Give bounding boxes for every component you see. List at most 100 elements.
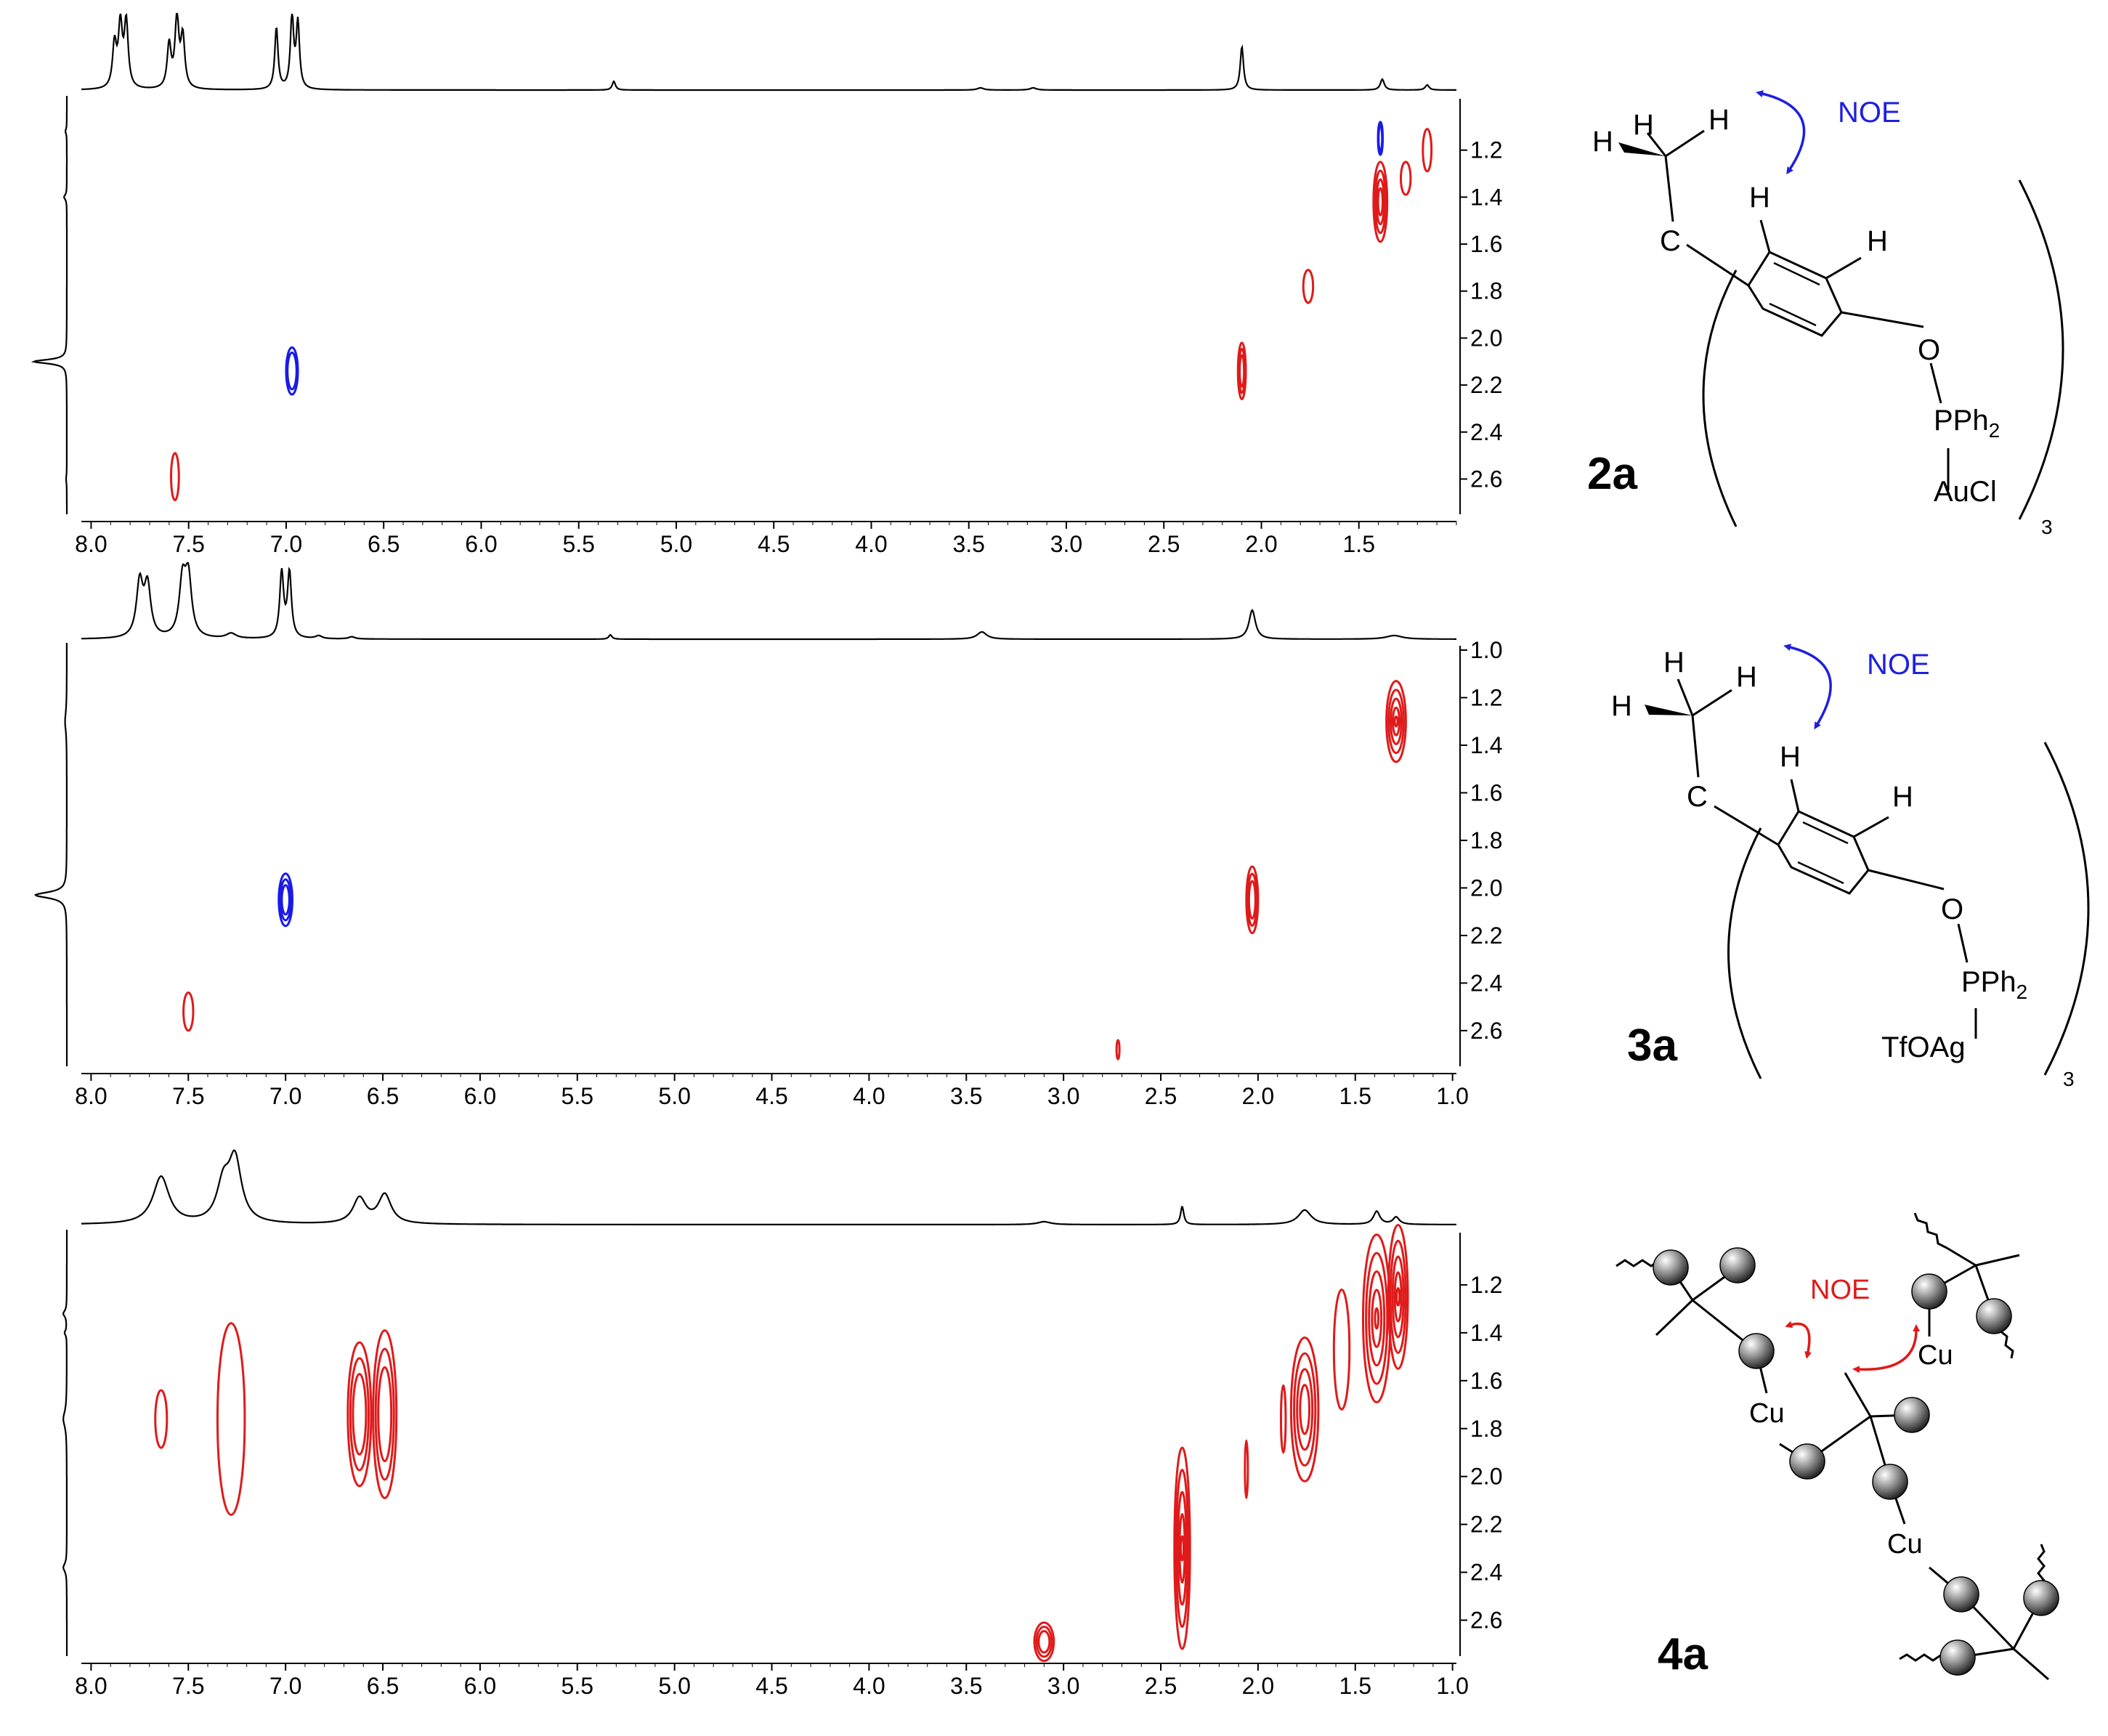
cross-peak (372, 1329, 398, 1499)
contour (1033, 1621, 1055, 1663)
cross-peak (1173, 1446, 1191, 1650)
contour (1332, 1289, 1351, 1411)
atom-h: H (1611, 690, 1632, 722)
y-tick-label: 2.4 (1470, 970, 1502, 996)
x-tick-label: 6.5 (367, 1083, 399, 1109)
y-tick-label: 1.6 (1470, 231, 1502, 257)
noe-label: NOE (1867, 649, 1930, 681)
atom-o: O (1918, 334, 1940, 366)
x-tick-label: 3.5 (950, 1083, 982, 1109)
x-tick-label: 1.5 (1343, 531, 1375, 557)
y-tick-label: 2.0 (1470, 1464, 1502, 1490)
atom-h: H (1749, 182, 1770, 214)
y-tick-label: 1.8 (1470, 1416, 1502, 1442)
cross-peak (182, 991, 195, 1032)
y-tick-label: 1.4 (1470, 732, 1502, 758)
phosphine-label: PPh2 (1934, 405, 2000, 442)
y-tick-label: 2.0 (1470, 875, 1502, 901)
x-tick-label: 6.5 (368, 531, 400, 557)
x-tick-label: 7.0 (270, 531, 302, 557)
contour (1037, 1629, 1051, 1654)
x-tick-label: 6.5 (367, 1673, 399, 1699)
atom-h: H (1663, 646, 1685, 678)
y-tick-label: 1.4 (1470, 184, 1502, 210)
x-tick-label: 2.0 (1245, 531, 1277, 557)
cross-peak (1387, 1224, 1409, 1370)
x-tick-label: 7.5 (172, 1673, 204, 1699)
contour (279, 878, 292, 922)
x-tick-label: 4.0 (855, 531, 887, 557)
cross-peak (277, 872, 294, 928)
cross-peak (1422, 128, 1433, 173)
contour (1377, 124, 1384, 153)
contour (1389, 1239, 1407, 1355)
x-tick-label: 5.0 (658, 1083, 690, 1109)
cross-peak (170, 452, 180, 502)
y-tick-label: 1.8 (1470, 827, 1502, 853)
x-tick-label: 3.0 (1047, 1673, 1079, 1699)
metal-label: TfOAg (1881, 1031, 1966, 1063)
atom-h: H (1592, 126, 1613, 158)
contour (1293, 1352, 1317, 1467)
x-tick-label: 8.0 (75, 531, 107, 557)
x-tick-label: 4.5 (755, 1673, 787, 1699)
atom-h: H (1780, 741, 1801, 773)
ligand-spheres (1653, 1247, 2059, 1676)
cross-peak (1245, 865, 1260, 935)
x-tick-label: 1.0 (1436, 1083, 1468, 1109)
repeat-count: 3 (2041, 516, 2053, 538)
y-tick-label: 1.2 (1470, 137, 1502, 163)
atom-o: O (1941, 893, 1963, 925)
contour (1399, 161, 1412, 196)
atom-c: C (1687, 781, 1708, 813)
atom-c: C (1660, 225, 1681, 257)
y-tick-label: 2.4 (1470, 1559, 1502, 1586)
contour (1391, 706, 1401, 737)
cross-peak (1115, 1039, 1121, 1060)
contour (1375, 178, 1386, 226)
atom-h: H (1867, 225, 1888, 257)
atom-h: H (1736, 661, 1757, 693)
copper-label: Cu (1887, 1529, 1923, 1559)
contour (1246, 872, 1258, 928)
contour (1372, 161, 1389, 243)
x-tick-label: 3.5 (952, 531, 984, 557)
x-tick-label: 2.5 (1145, 1083, 1177, 1109)
contour (346, 1341, 373, 1488)
x-tick-label: 7.5 (172, 1083, 204, 1109)
x-tick-label: 1.0 (1436, 1673, 1468, 1699)
contour (1371, 1289, 1383, 1348)
x-tick-label: 7.5 (172, 531, 204, 557)
cross-peak (346, 1341, 373, 1488)
contour (286, 351, 298, 391)
contour (1035, 1626, 1053, 1658)
x-tick-label: 6.0 (464, 1673, 496, 1699)
y-tick-label: 2.2 (1470, 1512, 1502, 1538)
atom-h: H (1708, 104, 1730, 136)
x-tick-label: 7.0 (269, 1083, 301, 1109)
structure-3a: H H H C H H O PPh2 TfOAg 3 NOE 3a (1611, 644, 2090, 1090)
x-tick-label: 5.0 (658, 1673, 690, 1699)
y-tick-label: 1.6 (1470, 1368, 1502, 1394)
contour (1279, 1384, 1287, 1454)
compound-label-4a: 4a (1658, 1629, 1708, 1679)
structure-2a: H H H C H H O PPh2 AuCl 3 NOE 2a (1587, 90, 2064, 538)
x-tick-label: 2.5 (1148, 531, 1180, 557)
cross-peak (216, 1322, 246, 1516)
contour (1374, 1307, 1379, 1330)
contour (1245, 865, 1260, 935)
compound-label-3a: 3a (1627, 1021, 1677, 1071)
y-tick-label: 2.6 (1470, 1018, 1502, 1044)
x-tick-label: 4.5 (758, 531, 790, 557)
contour (277, 872, 294, 928)
contour (170, 452, 180, 502)
f1-projection (31, 96, 68, 514)
cross-peak (1377, 121, 1385, 156)
metal-label: AuCl (1934, 476, 1997, 508)
noesy-spectrum-3a: 8.0 7.5 7.0 6.5 6.0 5.5 5.0 4.5 4.0 3.5 3.0 2.5 2.0 1… (34, 561, 1502, 1109)
contour (374, 1347, 395, 1481)
cross-peak (1244, 1439, 1249, 1499)
contour (1175, 1469, 1190, 1628)
x-tick-label: 4.0 (853, 1673, 885, 1699)
x-tick-label: 6.0 (465, 531, 497, 557)
